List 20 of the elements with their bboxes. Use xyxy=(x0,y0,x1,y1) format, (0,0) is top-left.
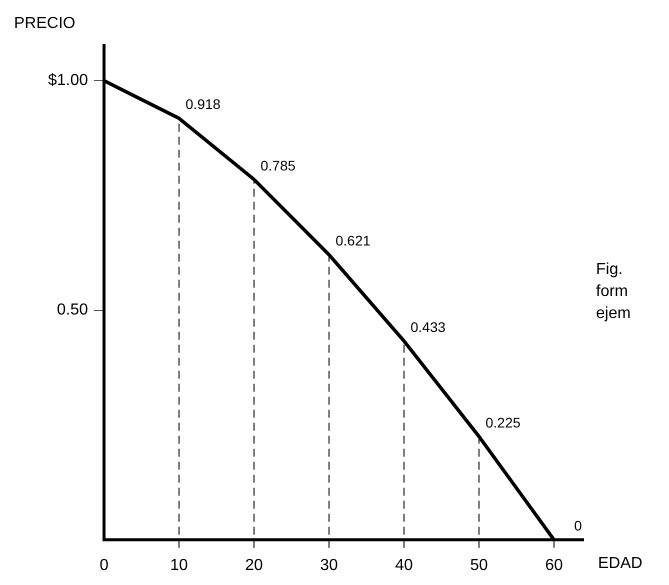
y-tick-label: 0.50 xyxy=(56,302,88,319)
text: Fig. xyxy=(596,261,623,278)
data-label: 0 xyxy=(574,518,582,534)
data-label: 0.433 xyxy=(410,318,446,335)
y-tick-label: $1.00 xyxy=(48,72,88,90)
x-tick-label: 40 xyxy=(395,556,414,574)
x-axis-title: EDAD xyxy=(598,555,642,572)
x-tick-label: 60 xyxy=(545,556,563,574)
text: ejem xyxy=(596,305,631,322)
x-tick-label: 50 xyxy=(470,556,488,574)
x-tick-label: 20 xyxy=(245,556,264,574)
data-label: 0.918 xyxy=(186,96,221,112)
x-tick-label: 10 xyxy=(170,556,188,574)
data-label: 0.621 xyxy=(335,232,371,249)
y-axis-title: PRECIO xyxy=(14,15,76,32)
data-label: 0.785 xyxy=(260,157,296,174)
x-tick-label: 0 xyxy=(100,556,109,574)
data-label: 0.225 xyxy=(485,414,521,430)
x-tick-label: 30 xyxy=(320,556,338,574)
text: form xyxy=(596,283,628,300)
